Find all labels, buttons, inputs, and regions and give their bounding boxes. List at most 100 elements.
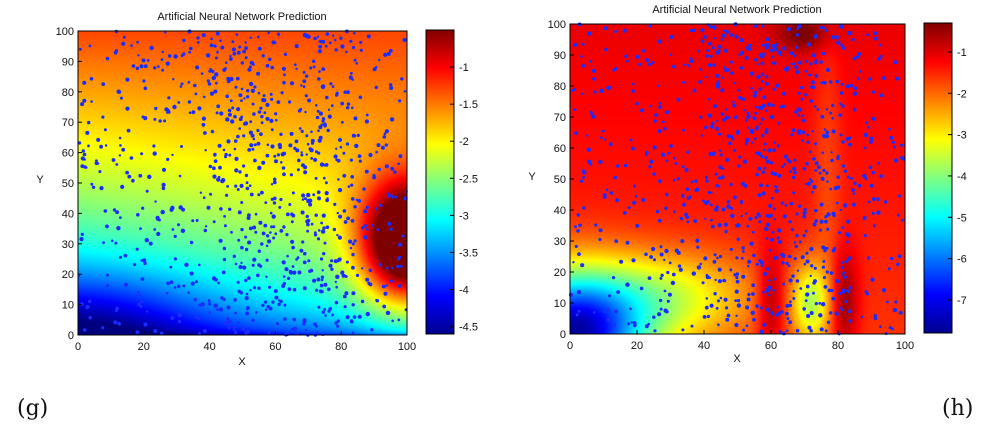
scatter-point (852, 107, 857, 112)
scatter-point (716, 80, 720, 84)
scatter-point (808, 150, 812, 154)
scatter-point (826, 212, 831, 217)
scatter-point (292, 287, 297, 292)
colorbar-tick-label: -4 (459, 285, 469, 297)
scatter-point (868, 139, 873, 144)
scatter-point (881, 288, 887, 293)
scatter-point (791, 128, 796, 133)
scatter-point (645, 150, 649, 155)
scatter-point (309, 66, 313, 70)
scatter-point (324, 314, 327, 317)
scatter-point (249, 36, 252, 39)
scatter-point (772, 148, 777, 153)
scatter-point (300, 84, 303, 87)
scatter-point (745, 137, 750, 143)
scatter-point (705, 275, 710, 280)
scatter-point (194, 315, 199, 319)
scatter-point (891, 140, 895, 144)
scatter-point (811, 130, 814, 133)
heatmap-image (78, 31, 407, 335)
scatter-point (266, 304, 270, 309)
x-axis-ticks: 0 20 40 60 80 100 (75, 331, 416, 353)
scatter-point (587, 33, 590, 36)
scatter-point (289, 131, 294, 136)
scatter-point (638, 62, 642, 66)
scatter-point (848, 319, 852, 323)
scatter-point (370, 328, 374, 332)
scatter-point (125, 170, 129, 175)
scatter-point (106, 284, 109, 288)
scatter-point (746, 224, 750, 228)
scatter-point (147, 174, 152, 179)
x-axis-label: X (238, 356, 246, 368)
scatter-point (232, 328, 236, 332)
scatter-point (744, 212, 748, 215)
scatter-point (231, 47, 236, 52)
scatter-point (816, 108, 820, 111)
scatter-point (82, 80, 87, 85)
scatter-point (722, 29, 726, 32)
scatter-point (779, 53, 782, 57)
scatter-point (699, 115, 703, 119)
scatter-point (710, 224, 715, 229)
scatter-point (718, 149, 722, 152)
scatter-point (669, 35, 674, 39)
scatter-point (402, 37, 407, 43)
scatter-point (838, 113, 843, 117)
scatter-point (676, 176, 680, 181)
scatter-point (788, 278, 793, 283)
scatter-point (790, 227, 795, 232)
scatter-point (889, 135, 894, 140)
colorbar-tick-label: -1.5 (459, 99, 478, 111)
scatter-point (786, 158, 791, 162)
scatter-point (202, 196, 206, 199)
scatter-point (780, 252, 785, 258)
scatter-point (645, 58, 649, 63)
scatter-point (226, 185, 230, 188)
scatter-point (759, 122, 762, 125)
scatter-point (830, 35, 836, 40)
scatter-point (397, 162, 401, 166)
scatter-point (738, 53, 742, 57)
scatter-point (752, 116, 757, 121)
scatter-point (233, 139, 238, 143)
scatter-point (809, 246, 814, 252)
scatter-point (647, 276, 652, 280)
scatter-point (148, 241, 153, 246)
scatter-point (752, 93, 757, 98)
scatter-point (133, 263, 137, 267)
y-tick-label: 40 (62, 208, 74, 220)
scatter-point (251, 102, 255, 106)
scatter-point (188, 50, 192, 54)
scatter-point (240, 201, 244, 204)
scatter-point (265, 258, 269, 262)
y-tick-label: 100 (56, 26, 74, 38)
scatter-point (261, 160, 266, 165)
scatter-point (348, 239, 353, 244)
colorbar-tick-label: -3.5 (459, 247, 478, 259)
scatter-point (812, 281, 816, 285)
scatter-point (119, 216, 122, 220)
scatter-point (104, 144, 108, 147)
scatter-point (827, 288, 832, 293)
scatter-point (892, 307, 898, 313)
scatter-point (325, 32, 330, 36)
colorbar-tick-label: -5 (957, 212, 967, 224)
scatter-point (589, 162, 592, 166)
scatter-point (712, 259, 717, 264)
colorbar-tick-label: -2 (459, 136, 469, 148)
scatter-point (652, 172, 656, 176)
scatter-point (666, 270, 670, 275)
scatter-point (351, 106, 354, 110)
scatter-point (264, 300, 268, 304)
scatter-point (809, 99, 813, 103)
scatter-point (725, 317, 730, 322)
scatter-point (715, 73, 720, 78)
scatter-point (114, 241, 118, 245)
scatter-point (252, 257, 257, 262)
scatter-point (242, 134, 246, 138)
scatter-point (215, 56, 218, 60)
y-tick-label: 0 (560, 329, 566, 341)
scatter-point (234, 168, 239, 173)
